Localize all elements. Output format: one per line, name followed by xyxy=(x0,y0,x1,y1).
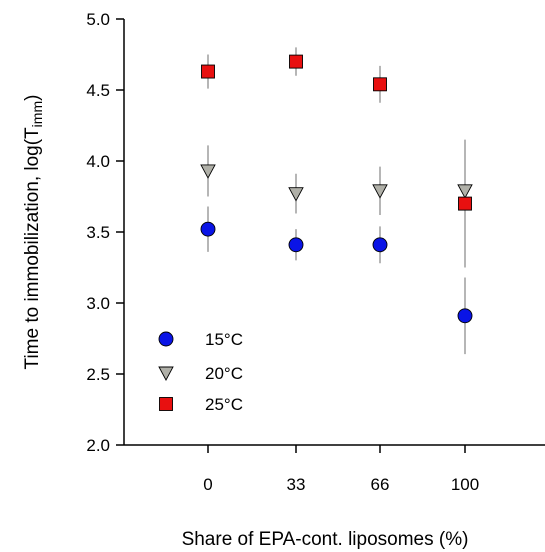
y-tick-label: 3.5 xyxy=(86,223,110,242)
legend: 15°C 20°C 25°C xyxy=(158,330,243,414)
error-bars xyxy=(207,47,466,355)
data-point xyxy=(200,221,216,237)
data-point xyxy=(372,184,388,199)
y-axis-title: Time to immobilization, log(Timm) xyxy=(22,95,45,370)
data-point xyxy=(200,164,216,179)
data-point xyxy=(457,308,473,324)
legend-marker xyxy=(158,366,174,381)
data-point xyxy=(458,196,472,211)
legend-marker xyxy=(159,397,173,411)
axes xyxy=(123,19,545,446)
y-tick-label: 5.0 xyxy=(86,10,110,29)
y-axis-title-close: ) xyxy=(22,95,43,101)
data-markers xyxy=(200,54,473,324)
legend-marker xyxy=(158,331,174,347)
data-point xyxy=(373,77,387,92)
x-axis-title: Share of EPA-cont. liposomes (%) xyxy=(182,529,469,550)
data-point xyxy=(201,64,215,79)
legend-label: 20°C xyxy=(205,364,243,383)
data-point xyxy=(457,184,473,199)
x-tick-label: 100 xyxy=(451,475,479,494)
x-ticks: 0 33 66 100 xyxy=(203,445,479,494)
y-tick-label: 2.0 xyxy=(86,436,110,455)
data-point xyxy=(288,237,304,253)
y-axis-title-main: Time to immobilization, log(T xyxy=(22,127,43,370)
y-axis-title-subscript: imm xyxy=(29,101,45,127)
y-tick-label: 2.5 xyxy=(86,365,110,384)
data-point xyxy=(289,54,303,69)
y-ticks: 2.0 2.5 3.0 3.5 4.0 4.5 5.0 xyxy=(86,10,124,455)
y-tick-label: 4.0 xyxy=(86,152,110,171)
x-tick-label: 33 xyxy=(287,475,306,494)
y-tick-label: 3.0 xyxy=(86,294,110,313)
x-tick-label: 66 xyxy=(371,475,390,494)
x-tick-label: 0 xyxy=(203,475,212,494)
data-point xyxy=(288,187,304,202)
data-point xyxy=(372,237,388,253)
legend-label: 25°C xyxy=(205,395,243,414)
y-tick-label: 4.5 xyxy=(86,81,110,100)
legend-label: 15°C xyxy=(205,330,243,349)
